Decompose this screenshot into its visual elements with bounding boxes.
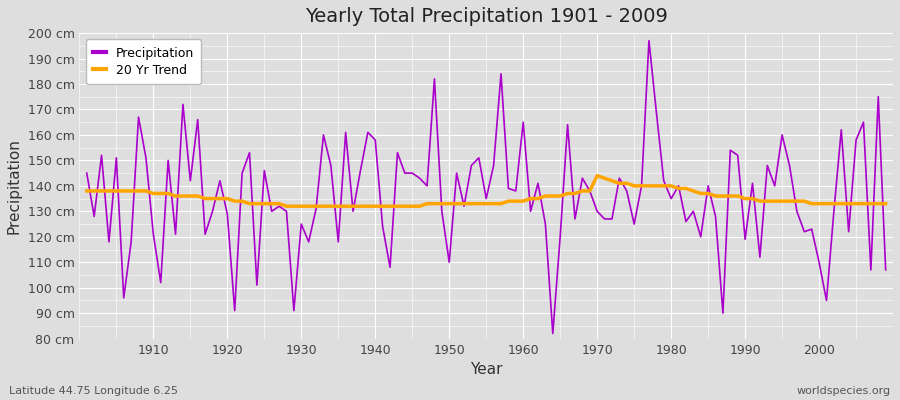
Precipitation xyxy=(644,38,654,43)
Precipitation xyxy=(303,240,314,244)
Line: 20 Yr Trend: 20 Yr Trend xyxy=(86,176,886,206)
20 Yr Trend xyxy=(81,188,92,193)
20 Yr Trend xyxy=(621,181,632,186)
20 Yr Trend xyxy=(310,204,321,209)
Precipitation xyxy=(81,171,92,176)
Precipitation xyxy=(880,268,891,272)
20 Yr Trend xyxy=(518,199,528,204)
X-axis label: Year: Year xyxy=(470,362,502,377)
20 Yr Trend xyxy=(526,196,536,201)
20 Yr Trend xyxy=(880,201,891,206)
Line: Precipitation: Precipitation xyxy=(86,41,886,334)
20 Yr Trend xyxy=(140,188,151,193)
Precipitation xyxy=(510,188,521,193)
20 Yr Trend xyxy=(592,173,603,178)
20 Yr Trend xyxy=(281,204,292,209)
Precipitation xyxy=(140,156,151,160)
Text: Latitude 44.75 Longitude 6.25: Latitude 44.75 Longitude 6.25 xyxy=(9,386,178,396)
Title: Yearly Total Precipitation 1901 - 2009: Yearly Total Precipitation 1901 - 2009 xyxy=(305,7,668,26)
Precipitation xyxy=(547,331,558,336)
20 Yr Trend xyxy=(356,204,366,209)
Legend: Precipitation, 20 Yr Trend: Precipitation, 20 Yr Trend xyxy=(86,39,202,84)
Precipitation xyxy=(614,176,625,181)
Precipitation xyxy=(518,120,528,124)
Y-axis label: Precipitation: Precipitation xyxy=(7,138,22,234)
Precipitation xyxy=(347,209,358,214)
Text: worldspecies.org: worldspecies.org xyxy=(796,386,891,396)
